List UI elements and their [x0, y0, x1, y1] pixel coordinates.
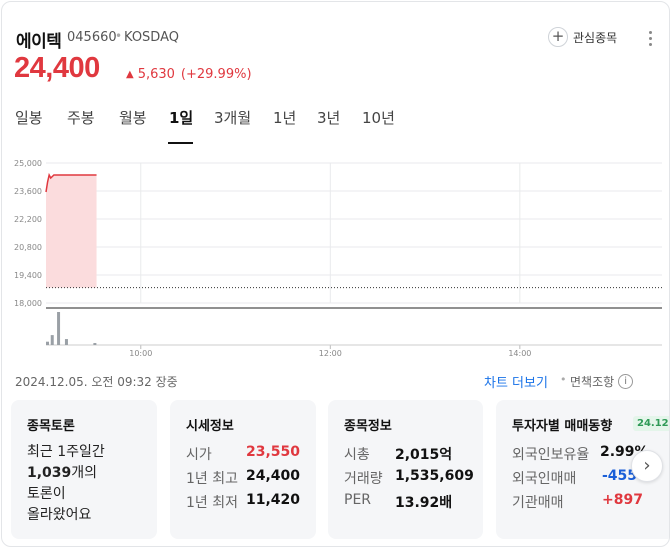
chevron-right-icon: ›: [643, 455, 651, 476]
year-high-row: 1년 최고 24,400: [186, 468, 300, 488]
price-info-title: 시세정보: [186, 419, 234, 434]
row-label: 1년 최저: [186, 495, 238, 511]
row-value: 23,550: [246, 444, 301, 460]
up-arrow-icon: ▲: [126, 69, 134, 80]
institution-trade-row: 기관매매 +897: [512, 492, 643, 512]
investor-title: 투자자별 매매동향: [512, 419, 613, 434]
row-label: 시총: [344, 447, 370, 463]
watchlist-label: 관심종목: [573, 30, 618, 45]
volume-bar: [64, 339, 68, 345]
row-label: 거래량: [344, 471, 383, 487]
row-value: 24,400: [246, 468, 301, 484]
forum-line-1: 최근 1주일간: [27, 444, 105, 460]
row-label: 시가: [186, 447, 212, 463]
y-tick-label: 25,000: [14, 159, 42, 168]
volume-bar: [57, 312, 61, 345]
x-tick-label: 12:00: [319, 349, 342, 358]
volume-bar: [46, 341, 49, 345]
change-percent: (+29.99%): [180, 67, 252, 82]
current-price: 24,400: [14, 52, 100, 84]
stock-name[interactable]: 에이텍: [16, 32, 62, 52]
add-watchlist-button[interactable]: + 관심종목: [548, 26, 617, 48]
forum-title: 종목토론: [27, 419, 75, 434]
row-value: 11,420: [246, 492, 301, 508]
tab-monthly[interactable]: 월봉: [119, 109, 147, 127]
tab-1year[interactable]: 1년: [273, 109, 297, 127]
plus-icon: +: [548, 27, 568, 47]
foreign-ownership-row: 외국인보유율 2.99%: [512, 444, 649, 464]
y-tick-label: 22,200: [14, 215, 42, 224]
tab-daily[interactable]: 일봉: [15, 109, 43, 127]
price-timestamp: 2024.12.05. 오전 09:32 장중: [15, 375, 178, 389]
forum-card[interactable]: 종목토론 최근 1주일간 1,039개의 토론이 올라왔어요: [11, 400, 157, 539]
date-badge: 24.12.: [633, 416, 669, 431]
foreign-trade-row: 외국인매매 -455: [512, 468, 637, 488]
more-options-icon[interactable]: [643, 28, 657, 48]
tab-10year[interactable]: 10년: [362, 109, 395, 127]
y-tick-label: 18,000: [14, 299, 42, 308]
disclaimer-label: 면책조항: [570, 375, 615, 389]
forum-count-suffix: 개의: [71, 465, 98, 481]
market-name: KOSDAQ: [124, 30, 179, 45]
forum-line-4: 올라왔어요: [27, 507, 92, 523]
volume-bar: [93, 343, 97, 345]
forum-line-2: 1,039개의: [27, 463, 147, 484]
row-label: 1년 최고: [186, 471, 238, 487]
row-value: -455: [602, 468, 638, 484]
open-price-row: 시가 23,550: [186, 444, 300, 464]
price-change: ▲ 5,630 (+29.99%): [126, 67, 252, 82]
intraday-price-chart[interactable]: 25,000 23,600 22,200 20,800 19,400 18,000 10:0…: [2, 152, 670, 362]
stock-info-title: 종목정보: [344, 419, 392, 434]
stock-code: 045660: [67, 30, 117, 45]
price-info-card[interactable]: 시세정보 시가 23,550 1년 최고 24,400 1년 최저 11,420: [170, 400, 316, 539]
market-cap-row: 시총 2,015억: [344, 444, 452, 464]
stock-info-card[interactable]: 종목정보 시총 2,015억 거래량 1,535,609 PER 13.92배: [328, 400, 483, 539]
forum-line-3: 토론이: [27, 486, 66, 502]
x-tick-label: 14:00: [508, 349, 531, 358]
chart-more-link[interactable]: 차트 더보기: [484, 376, 548, 391]
next-card-button[interactable]: ›: [631, 450, 663, 482]
forum-count: 1,039: [27, 465, 72, 481]
y-tick-label: 20,800: [14, 243, 42, 252]
volume-row: 거래량 1,535,609: [344, 468, 474, 488]
tab-3month[interactable]: 3개월: [214, 109, 252, 127]
row-value: 2,015억: [395, 447, 453, 463]
row-value: 13.92배: [395, 495, 453, 511]
separator-dot: •: [115, 29, 123, 43]
row-value: +897: [602, 492, 643, 508]
x-tick-label: 10:00: [129, 349, 152, 358]
y-tick-label: 23,600: [14, 187, 42, 196]
tab-1day[interactable]: 1일: [169, 109, 194, 127]
per-row: PER 13.92배: [344, 492, 452, 511]
tab-3year[interactable]: 3년: [317, 109, 341, 127]
forum-summary: 최근 1주일간 1,039개의 토론이 올라왔어요: [27, 442, 147, 526]
row-label: 기관매매: [512, 495, 564, 511]
row-label: PER: [344, 492, 372, 508]
volume-bar: [50, 335, 54, 345]
active-tab-indicator: [168, 142, 193, 144]
row-label: 외국인보유율: [512, 447, 590, 463]
y-tick-label: 19,400: [14, 271, 42, 280]
change-amount: 5,630: [137, 67, 175, 82]
tab-weekly[interactable]: 주봉: [67, 109, 95, 127]
year-low-row: 1년 최저 11,420: [186, 492, 300, 512]
disclaimer-link[interactable]: 면책조항 i: [570, 373, 634, 390]
row-label: 외국인매매: [512, 471, 577, 487]
info-icon: i: [618, 374, 634, 389]
row-value: 1,535,609: [395, 468, 474, 484]
separator-dot: •: [560, 373, 567, 386]
period-tabs: 일봉 주봉 월봉 1일 3개월 1년 3년 10년: [2, 108, 402, 148]
price-line: [45, 172, 97, 193]
price-area: [46, 175, 97, 288]
